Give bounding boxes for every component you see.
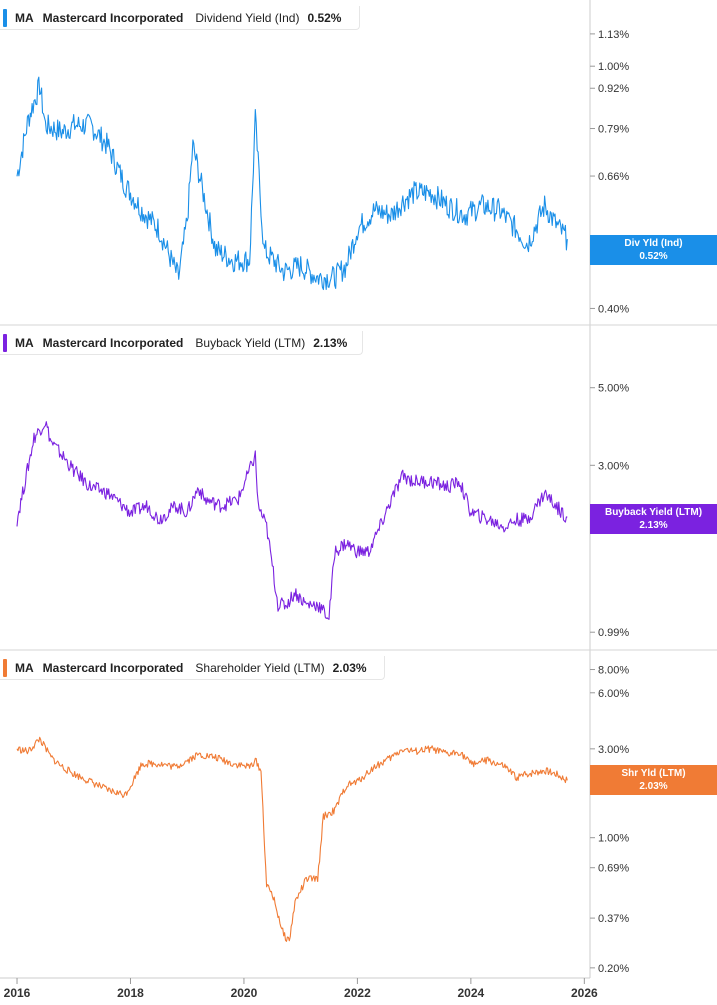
badge-value: 2.13% xyxy=(639,520,668,531)
y-tick-label: 5.00% xyxy=(598,383,629,395)
last-value-badge-shareholder: Shr Yld (LTM) 2.03% xyxy=(590,765,717,795)
y-tick-label: 6.00% xyxy=(598,688,629,700)
badge-label: Div Yld (Ind) xyxy=(624,238,683,249)
y-tick-label: 0.69% xyxy=(598,863,629,875)
metric-value: 2.03% xyxy=(332,660,367,675)
metric-name: Dividend Yield (Ind) xyxy=(195,10,300,25)
y-tick-label: 0.20% xyxy=(598,963,629,975)
x-tick-label: 2024 xyxy=(458,986,485,1000)
last-value-badge-buyback: Buyback Yield (LTM) 2.13% xyxy=(590,504,717,534)
x-tick-label: 2018 xyxy=(117,986,144,1000)
panel-header-buyback: MA Mastercard Incorporated Buyback Yield… xyxy=(0,331,363,355)
last-value-badge-dividend: Div Yld (Ind) 0.52% xyxy=(590,235,717,265)
series-color-swatch xyxy=(3,333,7,352)
y-tick-label: 0.40% xyxy=(598,303,629,315)
y-tick-label: 3.00% xyxy=(598,460,629,472)
series-line-0 xyxy=(16,76,568,291)
lines-layer xyxy=(16,76,568,942)
y-tick-label: 3.00% xyxy=(598,744,629,756)
panel-header-dividend: MA Mastercard Incorporated Dividend Yiel… xyxy=(0,6,360,30)
badge-label: Buyback Yield (LTM) xyxy=(604,507,703,518)
x-tick-label: 2016 xyxy=(4,986,31,1000)
y-tick-label: 0.92% xyxy=(598,83,629,95)
y-tick-label: 0.99% xyxy=(598,627,629,639)
metric-name: Buyback Yield (LTM) xyxy=(195,335,306,350)
series-color-swatch xyxy=(3,658,7,677)
badge-label: Shr Yld (LTM) xyxy=(621,768,686,779)
x-tick-label: 2020 xyxy=(231,986,258,1000)
y-tick-label: 0.66% xyxy=(598,171,629,183)
company-name: Mastercard Incorporated xyxy=(42,660,184,675)
y-tick-label: 0.79% xyxy=(598,124,629,136)
y-tick-label: 0.37% xyxy=(598,913,629,925)
series-line-2 xyxy=(16,736,568,942)
x-tick-label: 2022 xyxy=(344,986,371,1000)
metric-value: 0.52% xyxy=(307,10,342,25)
badge-value: 0.52% xyxy=(639,251,668,262)
company-name: Mastercard Incorporated xyxy=(42,335,184,350)
metric-name: Shareholder Yield (LTM) xyxy=(195,660,325,675)
series-color-swatch xyxy=(3,8,7,27)
ticker-label: MA xyxy=(15,10,34,25)
x-tick-label: 2026 xyxy=(571,986,598,1000)
company-name: Mastercard Incorporated xyxy=(42,10,184,25)
metric-value: 2.13% xyxy=(313,335,348,350)
y-tick-label: 1.13% xyxy=(598,29,629,41)
ticker-label: MA xyxy=(15,335,34,350)
series-line-1 xyxy=(16,421,568,620)
y-tick-label: 8.00% xyxy=(598,665,629,677)
ticker-label: MA xyxy=(15,660,34,675)
badge-value: 2.03% xyxy=(639,781,668,792)
panel-header-shareholder: MA Mastercard Incorporated Shareholder Y… xyxy=(0,656,385,680)
y-tick-label: 1.00% xyxy=(598,833,629,845)
y-tick-label: 1.00% xyxy=(598,61,629,73)
